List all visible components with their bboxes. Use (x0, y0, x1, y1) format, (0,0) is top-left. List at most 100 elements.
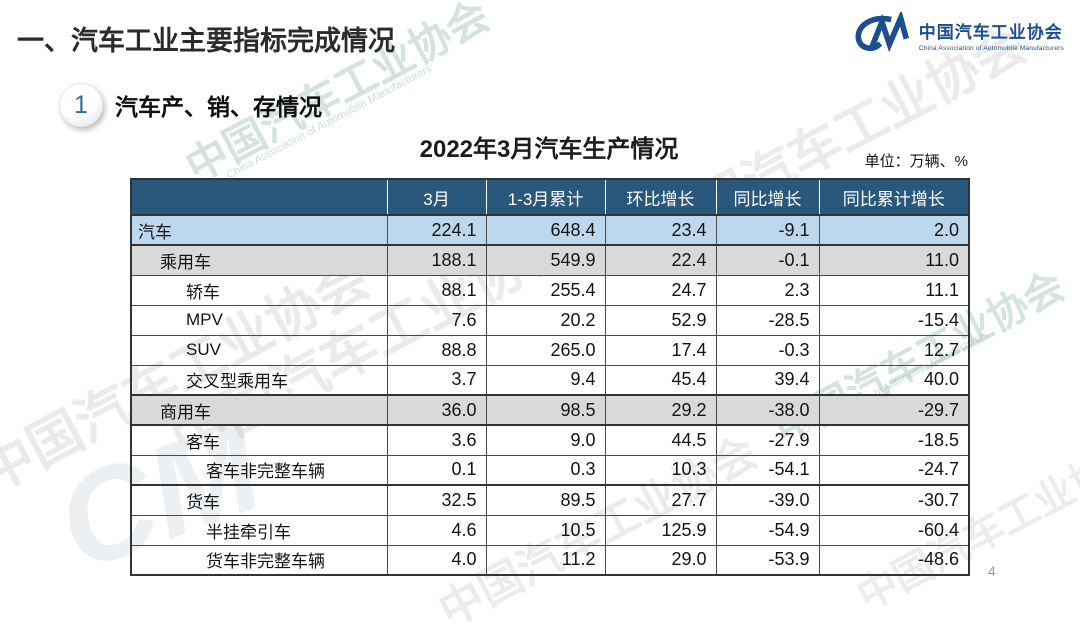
column-header: 同比累计增长 (818, 179, 969, 216)
table-header-row: 3月 1-3月累计 环比增长 同比增长 同比累计增长 (131, 179, 969, 216)
value-cell: 0.3 (485, 454, 606, 486)
value-cell: 88.1 (386, 274, 487, 306)
value-cell: -0.3 (715, 334, 820, 366)
value-cell: 3.6 (386, 424, 487, 456)
value-cell: -54.1 (715, 454, 820, 486)
page-number: 4 (988, 563, 996, 579)
value-cell: 4.6 (386, 514, 487, 546)
value-cell: 9.4 (485, 364, 606, 396)
value-cell: -27.9 (715, 424, 820, 456)
row-label-cell: 乘用车 (130, 244, 388, 276)
table-row: 货车 32.5 89.5 27.7 -39.0 -30.7 (130, 484, 970, 516)
section-header: 1 汽车产、销、存情况 (59, 83, 322, 127)
value-cell: 39.4 (715, 364, 820, 396)
value-cell: -54.9 (715, 514, 820, 546)
table-row: 轿车 88.1 255.4 24.7 2.3 11.1 (130, 274, 970, 306)
row-label-cell: 交叉型乘用车 (130, 364, 388, 396)
organization-name-cn: 中国汽车工业协会 (918, 23, 1063, 42)
value-cell: 52.9 (604, 304, 717, 336)
table-row: 商用车 36.0 98.5 29.2 -38.0 -29.7 (130, 394, 970, 426)
value-cell: 88.8 (386, 334, 487, 366)
value-cell: 188.1 (386, 244, 487, 276)
value-cell: -39.0 (715, 484, 820, 516)
value-cell: 648.4 (485, 214, 606, 246)
value-cell: 44.5 (604, 424, 717, 456)
value-cell: 22.4 (604, 244, 717, 276)
value-cell: 3.7 (386, 364, 487, 396)
table-header: 3月 1-3月累计 环比增长 同比增长 同比累计增长 (131, 179, 969, 216)
value-cell: 10.3 (604, 454, 717, 486)
column-header: 同比增长 (715, 179, 819, 216)
logo-text-block: 中国汽车工业协会 China Association of Automobile… (919, 18, 1064, 52)
row-label-cell: 半挂牵引车 (130, 514, 388, 546)
value-cell: -9.1 (715, 214, 820, 246)
unit-label: 单位：万辆、% (864, 153, 968, 170)
value-cell: -30.7 (818, 484, 970, 516)
table-row: 乘用车 188.1 549.9 22.4 -0.1 11.0 (130, 244, 970, 276)
table-row: 汽车 224.1 648.4 23.4 -9.1 2.0 (130, 214, 970, 246)
cm-swoosh-icon (855, 12, 909, 53)
value-cell: 11.2 (485, 544, 606, 576)
row-label-cell: MPV (130, 304, 388, 336)
value-cell: 20.2 (485, 304, 606, 336)
row-label-cell: 货车非完整车辆 (130, 544, 388, 576)
value-cell: 224.1 (386, 214, 487, 246)
value-cell: -24.7 (818, 454, 970, 486)
production-table-body: 汽车 224.1 648.4 23.4 -9.1 2.0 乘用车 188.1 549.9 22.4… (130, 214, 970, 576)
row-label-cell: 客车 (130, 424, 388, 456)
section-title: 汽车产、销、存情况 (115, 94, 322, 120)
page-title: 一、汽车工业主要指标完成情况 (17, 26, 395, 56)
organization-logo: 中国汽车工业协会 China Association of Automobile… (851, 12, 1064, 58)
column-header: 3月 (386, 179, 486, 216)
row-label-cell: 轿车 (130, 274, 388, 306)
value-cell: 549.9 (485, 244, 606, 276)
column-header (131, 179, 387, 216)
value-cell: -29.7 (818, 394, 970, 426)
value-cell: 89.5 (485, 484, 606, 516)
row-label-cell: 汽车 (130, 214, 388, 246)
value-cell: 12.7 (818, 334, 970, 366)
column-header: 环比增长 (604, 179, 716, 216)
value-cell: 2.3 (715, 274, 820, 306)
value-cell: -53.9 (715, 544, 820, 576)
section-number: 1 (74, 90, 88, 119)
value-cell: 98.5 (485, 394, 606, 426)
value-cell: 11.1 (818, 274, 970, 306)
value-cell: -38.0 (715, 394, 820, 426)
row-label-cell: SUV (130, 334, 388, 366)
production-table: 3月 1-3月累计 环比增长 同比增长 同比累计增长 汽车 224.1 648.4 2… (130, 178, 970, 576)
section-number-badge: 1 (59, 83, 103, 127)
value-cell: 23.4 (604, 214, 717, 246)
value-cell: -18.5 (818, 424, 970, 456)
value-cell: 10.5 (485, 514, 606, 546)
row-label-cell: 客车非完整车辆 (130, 454, 388, 486)
column-header: 1-3月累计 (485, 179, 605, 216)
row-label-cell: 货车 (130, 484, 388, 516)
table-row: 客车 3.6 9.0 44.5 -27.9 -18.5 (130, 424, 970, 456)
value-cell: 9.0 (485, 424, 606, 456)
value-cell: 11.0 (818, 244, 970, 276)
value-cell: 0.1 (386, 454, 487, 486)
value-cell: 29.2 (604, 394, 717, 426)
value-cell: -0.1 (715, 244, 820, 276)
table-row: 客车非完整车辆 0.1 0.3 10.3 -54.1 -24.7 (130, 454, 970, 486)
value-cell: 17.4 (604, 334, 717, 366)
value-cell: -60.4 (818, 514, 970, 546)
value-cell: -28.5 (715, 304, 820, 336)
value-cell: 36.0 (386, 394, 487, 426)
value-cell: 265.0 (485, 334, 606, 366)
value-cell: 40.0 (818, 364, 970, 396)
value-cell: 24.7 (604, 274, 717, 306)
value-cell: 2.0 (818, 214, 970, 246)
table-row: 半挂牵引车 4.6 10.5 125.9 -54.9 -60.4 (130, 514, 970, 546)
value-cell: 4.0 (386, 544, 487, 576)
value-cell: 32.5 (386, 484, 487, 516)
organization-name-en: China Association of Automobile Manufact… (918, 45, 1064, 52)
value-cell: 125.9 (604, 514, 717, 546)
value-cell: 29.0 (604, 544, 717, 576)
value-cell: 7.6 (386, 304, 487, 336)
value-cell: -15.4 (818, 304, 970, 336)
table-row: SUV 88.8 265.0 17.4 -0.3 12.7 (130, 334, 970, 366)
table-title: 2022年3月汽车生产情况 (419, 136, 679, 163)
value-cell: 45.4 (604, 364, 717, 396)
